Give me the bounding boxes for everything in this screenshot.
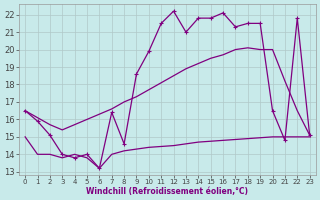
X-axis label: Windchill (Refroidissement éolien,°C): Windchill (Refroidissement éolien,°C) [86, 187, 248, 196]
